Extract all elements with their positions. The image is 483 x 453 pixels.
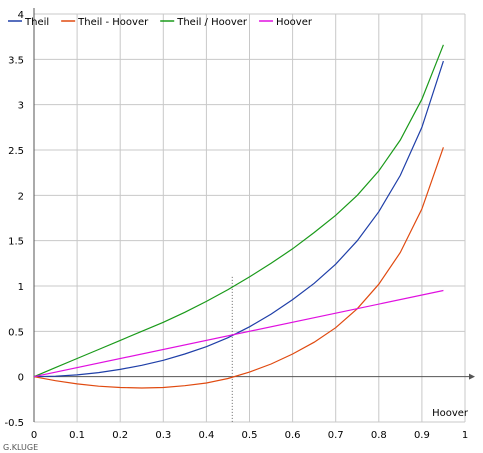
- y-tick-label: 3.5: [8, 55, 24, 66]
- x-tick-label: 0: [31, 430, 37, 441]
- y-tick-label: 0: [18, 373, 24, 384]
- x-axis-label: Hoover: [432, 408, 469, 419]
- x-tick-label: 1: [462, 430, 468, 441]
- x-tick-label: 0.4: [198, 430, 214, 441]
- y-tick-label: 2: [18, 191, 24, 202]
- x-tick-label: 0.2: [112, 430, 128, 441]
- y-tick-label: 3: [18, 101, 24, 112]
- y-tick-label: 4: [18, 10, 24, 21]
- x-tick-label: 0.1: [69, 430, 85, 441]
- credit-text: G.KLUGE: [3, 443, 38, 452]
- legend-label: Theil / Hoover: [176, 17, 248, 28]
- x-tick-label: 0.8: [371, 430, 387, 441]
- y-tick-label: 0.5: [8, 327, 24, 338]
- series-line: [33, 60, 444, 378]
- x-axis-arrow: [469, 373, 475, 380]
- x-tick-label: 0.9: [414, 430, 430, 441]
- series-line: [33, 289, 444, 378]
- x-tick-label: 0.7: [328, 430, 344, 441]
- y-tick-label: 1.5: [8, 237, 24, 248]
- x-tick-label: 0.6: [285, 430, 301, 441]
- legend-label: Theil - Hoover: [77, 17, 149, 28]
- series-line: [33, 147, 444, 389]
- series-line: [33, 44, 444, 378]
- legend-label: Theil: [24, 17, 49, 28]
- legend-label: Hoover: [276, 17, 313, 28]
- y-tick-label: -0.5: [4, 418, 24, 429]
- x-tick-label: 0.3: [155, 430, 171, 441]
- x-tick-label: 0.5: [242, 430, 258, 441]
- y-tick-label: 1: [18, 282, 24, 293]
- y-tick-label: 2.5: [8, 146, 24, 157]
